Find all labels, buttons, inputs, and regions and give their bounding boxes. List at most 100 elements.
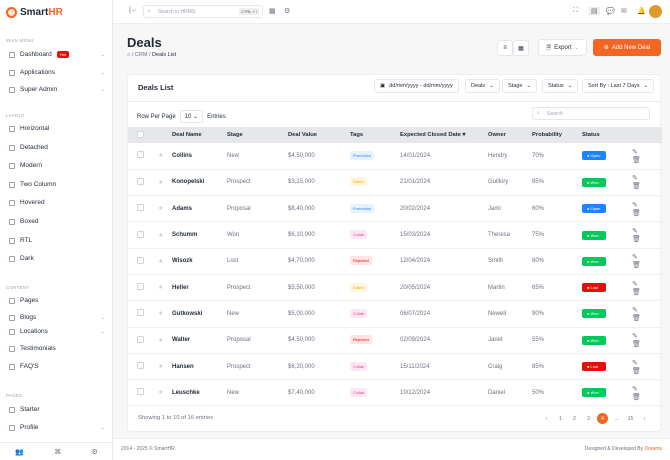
page-button[interactable]: 2: [573, 415, 576, 422]
next-page-button[interactable]: ›: [643, 415, 646, 422]
column-header[interactable]: Expected Closed Date ▾: [400, 127, 488, 143]
deal-name[interactable]: Leuschke: [172, 379, 227, 407]
deal-name[interactable]: Schumm: [172, 221, 227, 249]
apps-icon[interactable]: ▤: [589, 7, 600, 15]
edit-icon[interactable]: ✎: [632, 254, 638, 262]
edit-icon[interactable]: ✎: [632, 359, 638, 367]
sidebar-item[interactable]: RTL: [9, 237, 105, 244]
fullscreen-icon[interactable]: ⛶: [573, 7, 578, 14]
edit-icon[interactable]: ✎: [632, 280, 638, 288]
page-button[interactable]: ...: [614, 415, 619, 422]
delete-icon[interactable]: 🗑: [632, 236, 641, 244]
delete-icon[interactable]: 🗑: [632, 209, 641, 217]
column-header[interactable]: Probability: [532, 127, 582, 143]
deal-name[interactable]: Wisozk: [172, 248, 227, 275]
sidebar-item[interactable]: Pages: [9, 297, 105, 304]
sidebar-item[interactable]: Hovered: [9, 199, 105, 206]
add-new-deal-button[interactable]: ⊕ Add New Deal: [593, 39, 661, 56]
edit-icon[interactable]: ✎: [632, 148, 638, 156]
sidebar-item[interactable]: Testimonials: [9, 345, 105, 352]
delete-icon[interactable]: 🗑: [632, 288, 641, 296]
row-checkbox[interactable]: [137, 177, 144, 185]
deal-name[interactable]: Walter: [172, 327, 227, 354]
page-button[interactable]: 4: [597, 413, 608, 424]
star-icon[interactable]: ★: [158, 274, 172, 302]
star-icon[interactable]: ★: [158, 221, 172, 249]
collapse-sidebar-icon[interactable]: |←: [129, 7, 138, 14]
deal-name[interactable]: Konopelski: [172, 169, 227, 197]
star-icon[interactable]: ★: [158, 300, 172, 328]
sidebar-item[interactable]: Starter: [9, 406, 105, 413]
sidebar-item[interactable]: Dashboard Hot ⌄: [9, 51, 105, 58]
column-header[interactable]: Tags: [350, 127, 400, 143]
row-checkbox[interactable]: [137, 230, 144, 238]
stage-filter[interactable]: Stage ⌄: [502, 79, 537, 93]
page-button[interactable]: 1: [559, 415, 562, 422]
delete-icon[interactable]: 🗑: [632, 262, 641, 270]
deals-filter[interactable]: Deals ⌄: [465, 79, 500, 93]
star-icon[interactable]: ★: [158, 195, 172, 223]
sidebar-item[interactable]: Horizontal: [9, 125, 105, 132]
star-icon[interactable]: ★: [158, 143, 172, 170]
column-header[interactable]: Stage: [227, 127, 288, 143]
sidebar-item[interactable]: Profile ⌄: [9, 424, 105, 431]
edit-icon[interactable]: ✎: [632, 175, 638, 183]
table-search-input[interactable]: ⌕ Search: [532, 107, 650, 120]
page-button[interactable]: 3: [587, 415, 590, 422]
edit-icon[interactable]: ✎: [632, 201, 638, 209]
sidebar-item[interactable]: Dark: [9, 255, 105, 262]
delete-icon[interactable]: 🗑: [632, 314, 641, 322]
sidebar-item[interactable]: FAQ'S: [9, 363, 105, 370]
star-icon[interactable]: ★: [158, 248, 172, 275]
logo[interactable]: Smart HR: [6, 7, 63, 18]
grid-icon[interactable]: ▦: [269, 8, 276, 15]
sidebar-item[interactable]: Super Admin ⌄: [9, 86, 105, 93]
sidebar-item[interactable]: Detached: [9, 144, 105, 151]
row-checkbox[interactable]: [137, 256, 144, 264]
date-range-picker[interactable]: ▣ dd/mm/yyyy - dd/mm/yyyy: [374, 79, 459, 93]
column-header[interactable]: Owner: [488, 127, 532, 143]
sidebar-item[interactable]: Applications ⌄: [9, 69, 105, 76]
users-icon[interactable]: 👥: [15, 448, 24, 456]
column-header[interactable]: Deal Value: [288, 127, 350, 143]
company-link[interactable]: Dreams: [644, 446, 662, 452]
page-button[interactable]: 15: [627, 415, 634, 422]
row-checkbox[interactable]: [137, 204, 144, 212]
select-all-checkbox[interactable]: [137, 130, 144, 138]
edit-icon[interactable]: ✎: [632, 228, 638, 236]
bell-icon[interactable]: 🔔: [637, 8, 646, 15]
row-checkbox[interactable]: [137, 283, 144, 291]
status-filter[interactable]: Status ⌄: [542, 79, 579, 93]
deal-name[interactable]: Collins: [172, 143, 227, 170]
edit-icon[interactable]: ✎: [632, 306, 638, 314]
export-button[interactable]: 🗎 Export ⌄: [538, 39, 587, 56]
star-icon[interactable]: ★: [158, 169, 172, 197]
row-checkbox[interactable]: [137, 151, 144, 159]
settings-icon[interactable]: ⚙: [284, 8, 291, 15]
delete-icon[interactable]: 🗑: [632, 393, 641, 401]
row-checkbox[interactable]: [137, 309, 144, 317]
settings-icon[interactable]: ⚙: [91, 448, 98, 456]
chat-icon[interactable]: 💬: [606, 8, 615, 15]
delete-icon[interactable]: 🗑: [632, 341, 641, 349]
column-header[interactable]: Status: [582, 127, 632, 143]
star-icon[interactable]: ★: [158, 379, 172, 407]
translate-icon[interactable]: ⌘: [54, 448, 62, 456]
delete-icon[interactable]: 🗑: [632, 367, 641, 375]
deal-name[interactable]: Adams: [172, 195, 227, 223]
rows-per-page-select[interactable]: 10 ⌄: [179, 110, 204, 123]
sidebar-item[interactable]: Two Column: [9, 181, 105, 188]
delete-icon[interactable]: 🗑: [632, 183, 641, 191]
sidebar-item[interactable]: Blogs ⌄: [9, 314, 105, 321]
sidebar-item[interactable]: Modern: [9, 162, 105, 169]
deal-name[interactable]: Gutkowski: [172, 300, 227, 328]
sort-dropdown[interactable]: Sort By : Last 7 Days ⌄: [582, 79, 655, 93]
column-header[interactable]: Deal Name: [172, 127, 227, 143]
deal-name[interactable]: Heller: [172, 274, 227, 302]
mail-icon[interactable]: ✉: [621, 8, 627, 15]
avatar[interactable]: [649, 5, 662, 18]
home-icon[interactable]: ⌂: [127, 52, 131, 58]
sidebar-item[interactable]: Boxed: [9, 218, 105, 225]
edit-icon[interactable]: ✎: [632, 385, 638, 393]
prev-page-button[interactable]: ‹: [545, 415, 548, 422]
